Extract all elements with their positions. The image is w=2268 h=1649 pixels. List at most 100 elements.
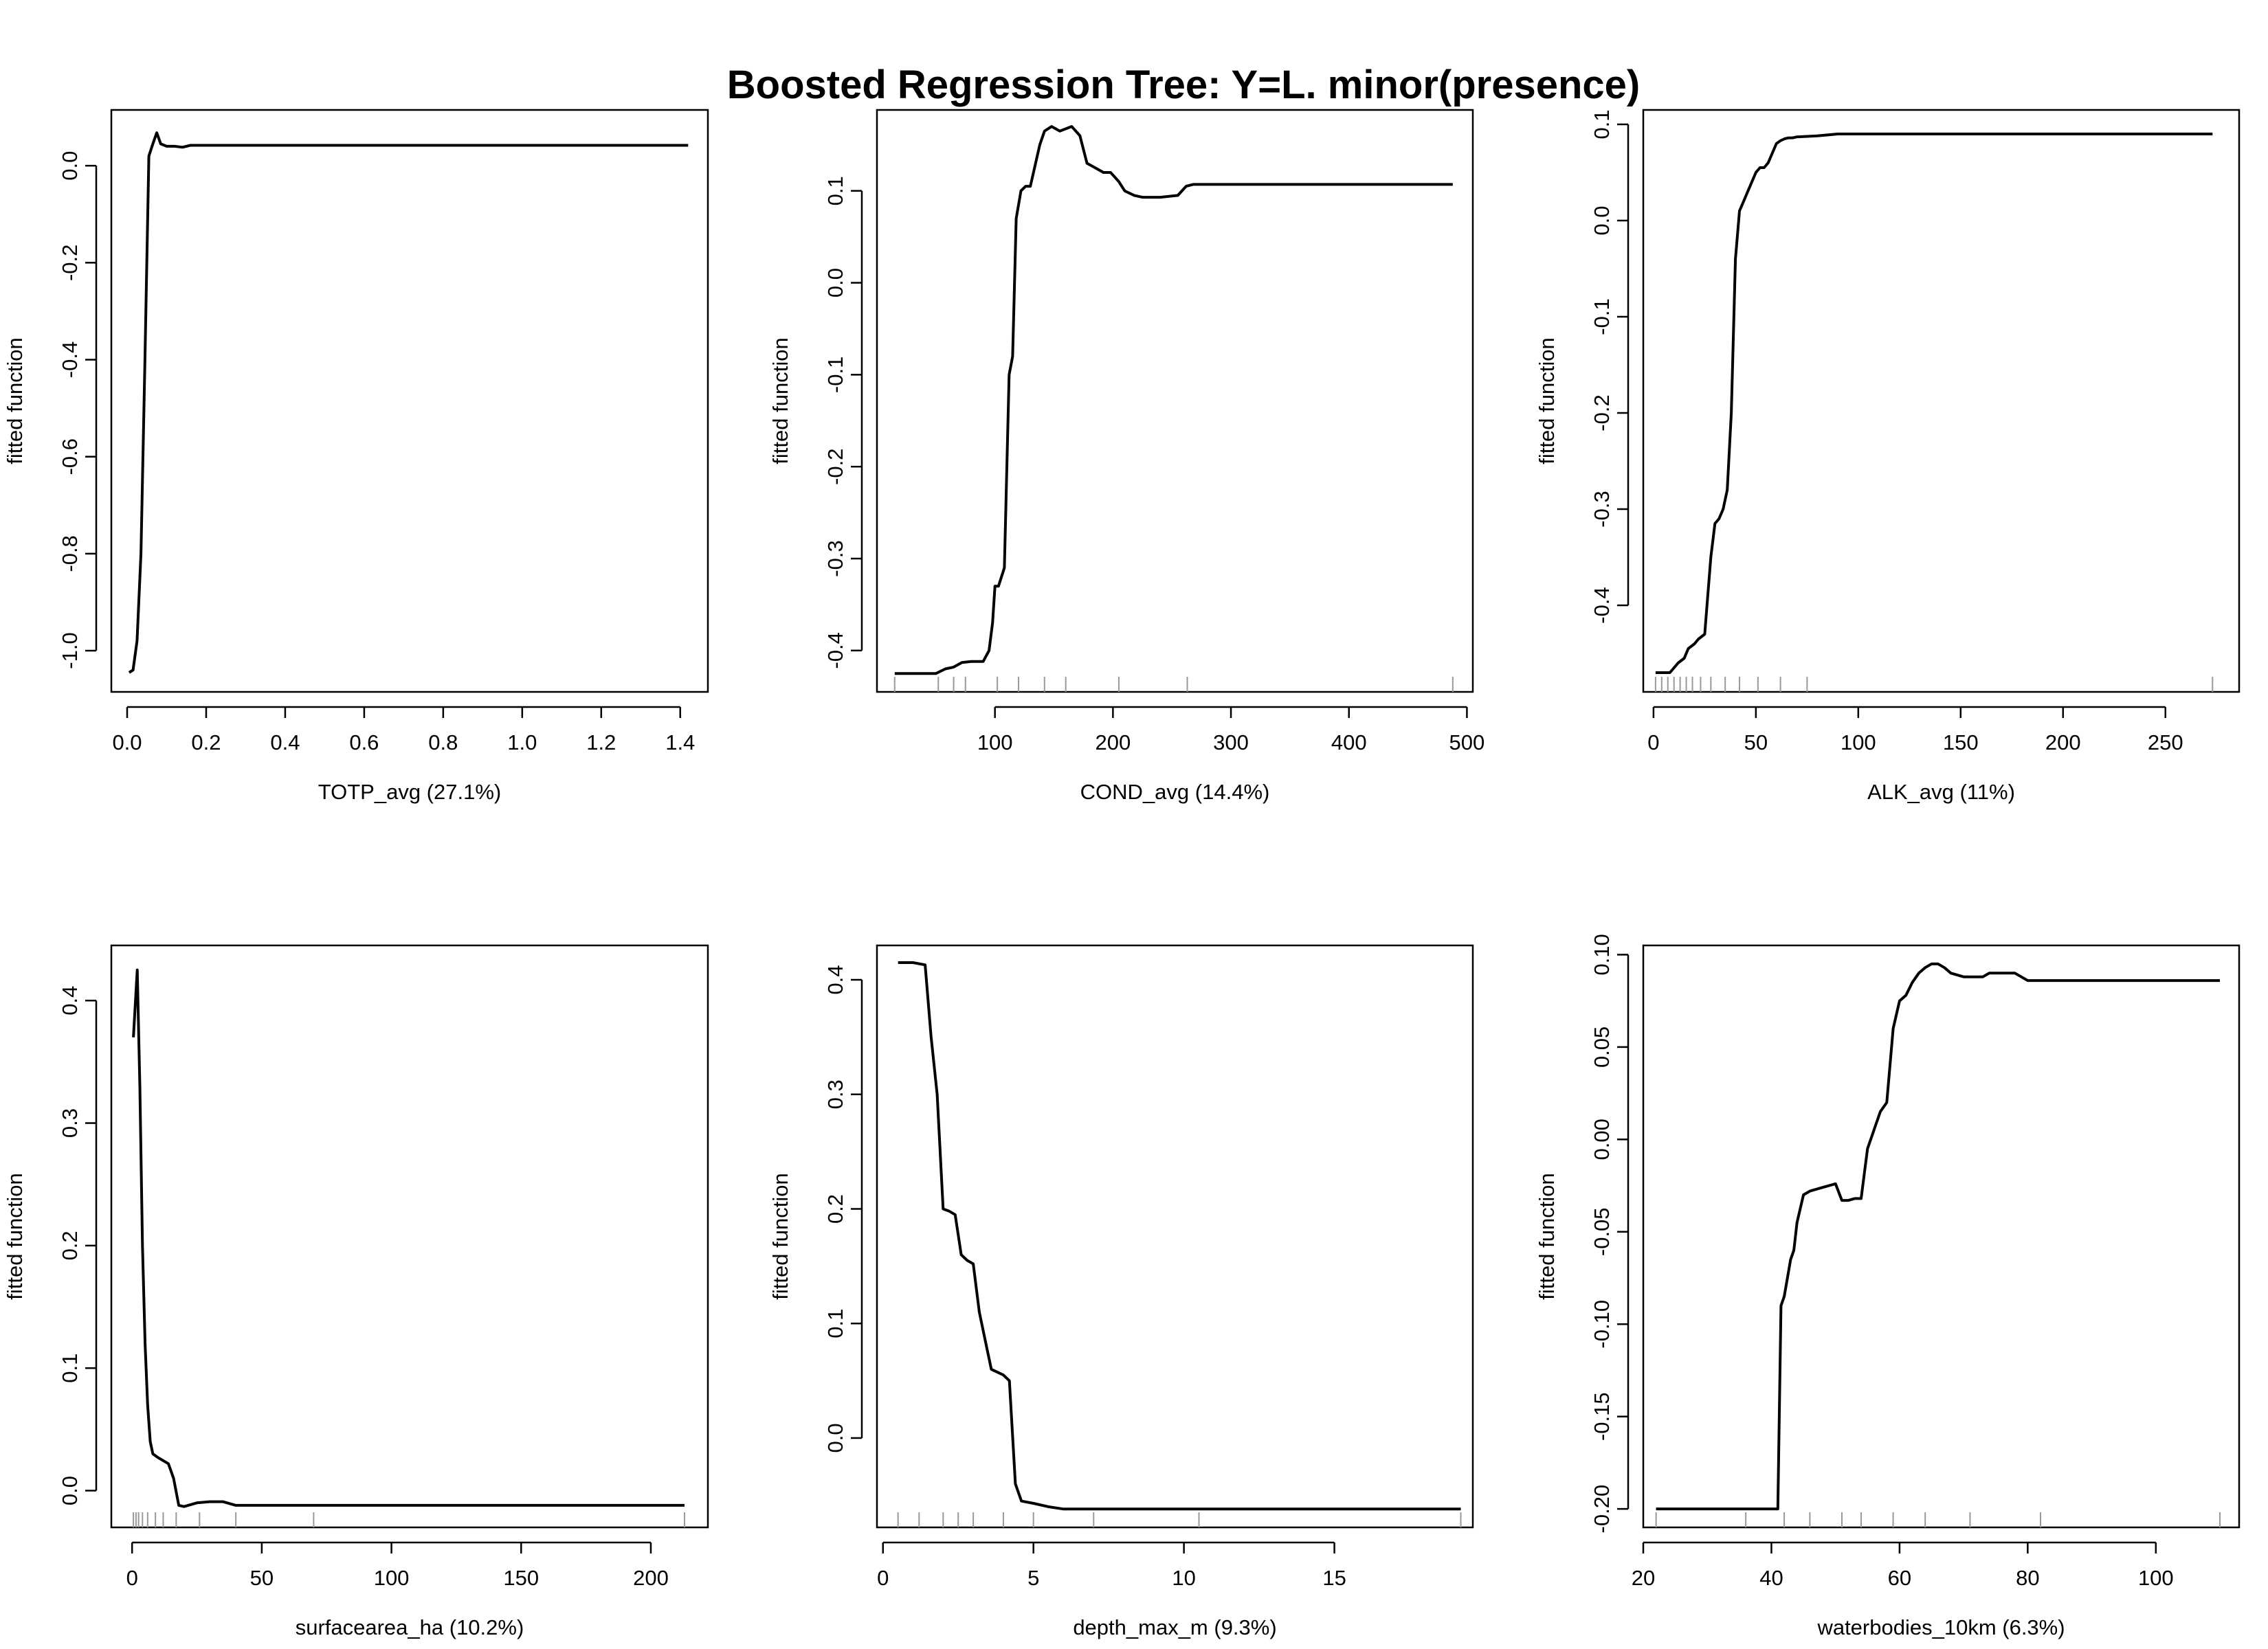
- y-tick-label: -1.0: [58, 632, 82, 669]
- x-axis-title: TOTP_avg (27.1%): [318, 780, 501, 804]
- y-tick-label: -0.8: [58, 535, 82, 572]
- y-tick-label: -0.4: [58, 341, 82, 378]
- y-tick-label: 0.0: [823, 268, 847, 298]
- x-tick-label: 300: [1213, 730, 1249, 754]
- y-tick-label: -0.2: [58, 245, 82, 281]
- y-tick-label: 0.1: [58, 1354, 82, 1383]
- x-tick-label: 1.2: [586, 730, 616, 754]
- y-tick-label: -0.6: [58, 438, 82, 475]
- x-axis-title: ALK_avg (11%): [1867, 780, 2015, 804]
- fitted-function-line: [894, 125, 1453, 675]
- plot-frame: [1642, 109, 2241, 693]
- x-tick-label: 200: [633, 1566, 669, 1590]
- x-tick-label: 250: [2148, 730, 2183, 754]
- x-tick-label: 1.4: [665, 730, 695, 754]
- y-tick-label: 0.00: [1590, 1119, 1614, 1160]
- x-axis-title: depth_max_m (9.3%): [1073, 1615, 1276, 1639]
- y-tick-label: -0.4: [1590, 587, 1614, 623]
- x-tick-label: 0: [1647, 730, 1659, 754]
- y-tick-label: -0.1: [823, 357, 847, 393]
- x-tick-label: 100: [977, 730, 1013, 754]
- y-tick-label: -0.2: [1590, 394, 1614, 431]
- x-tick-label: 150: [503, 1566, 539, 1590]
- page-title: Boosted Regression Tree: Y=L. minor(pres…: [727, 63, 1640, 107]
- y-tick-label: 0.0: [1590, 205, 1614, 235]
- x-tick-label: 0: [877, 1566, 889, 1590]
- x-tick-label: 150: [1943, 730, 1979, 754]
- y-tick-label: 0.3: [58, 1108, 82, 1138]
- y-tick-label: -0.3: [823, 540, 847, 576]
- y-axis-title: fitted function: [3, 1173, 27, 1299]
- x-tick-label: 0.2: [191, 730, 221, 754]
- plot-frame: [876, 944, 1474, 1529]
- y-tick-label: 0.2: [58, 1231, 82, 1260]
- panel-depth-max-m: 0 5 10 15 0.0 0.1 0.2 0.3 0.4 depth_max_m (9.3%) f…: [768, 944, 1474, 1639]
- y-axis-title: fitted function: [1535, 337, 1559, 464]
- x-tick-label: 50: [250, 1566, 274, 1590]
- x-tick-label: 200: [2045, 730, 2081, 754]
- plot-frame: [1642, 944, 2241, 1529]
- y-tick-label: -0.4: [823, 632, 847, 669]
- y-tick-label: -0.1: [1590, 298, 1614, 335]
- x-tick-label: 0.8: [428, 730, 458, 754]
- y-axis-title: fitted function: [1535, 1173, 1559, 1299]
- x-tick-label: 50: [1744, 730, 1768, 754]
- x-tick-label: 0.0: [112, 730, 142, 754]
- x-tick-label: 20: [1632, 1566, 1655, 1590]
- y-tick-label: 0.2: [823, 1194, 847, 1224]
- y-tick-label: -0.3: [1590, 491, 1614, 527]
- y-axis-title: fitted function: [768, 1173, 792, 1299]
- x-tick-label: 200: [1095, 730, 1131, 754]
- y-tick-label: 0.4: [823, 965, 847, 994]
- panel-surfacearea-ha: 0 50 100 150 200 0.0 0.1 0.2 0.3 0.4 surfacearea_h…: [3, 944, 709, 1639]
- y-tick-label: -0.10: [1590, 1300, 1614, 1349]
- plot-frame: [110, 109, 709, 693]
- y-tick-label: 0.0: [58, 151, 82, 181]
- y-tick-label: 0.10: [1590, 934, 1614, 975]
- y-tick-label: 0.05: [1590, 1027, 1614, 1068]
- x-tick-label: 100: [374, 1566, 410, 1590]
- y-tick-label: -0.2: [823, 448, 847, 484]
- x-tick-label: 80: [2016, 1566, 2039, 1590]
- x-axis-title: surfacearea_ha (10.2%): [296, 1615, 524, 1639]
- plot-frame: [876, 109, 1474, 693]
- x-tick-label: 0: [126, 1566, 138, 1590]
- x-tick-label: 100: [2138, 1566, 2174, 1590]
- x-tick-label: 60: [1888, 1566, 1911, 1590]
- panel-waterbodies-10km: 20 40 60 80 100 -0.20 -0.15 -0.10 -0.05 0.00 0.05 0…: [1535, 934, 2241, 1639]
- y-tick-label: -0.15: [1590, 1392, 1614, 1441]
- y-tick-label: 0.3: [823, 1079, 847, 1109]
- x-tick-label: 100: [1841, 730, 1876, 754]
- y-axis-title: fitted function: [768, 337, 792, 464]
- y-axis-title: fitted function: [3, 337, 27, 464]
- x-tick-label: 40: [1759, 1566, 1783, 1590]
- y-tick-label: -0.20: [1590, 1485, 1614, 1534]
- x-tick-label: 15: [1322, 1566, 1346, 1590]
- x-tick-label: 0.6: [349, 730, 379, 754]
- panel-totp-avg: 0.0 0.2 0.4 0.6 0.8 1.0 1.2 1.4 -1.0 -0.8 -0.6 -0.4…: [3, 109, 709, 804]
- x-tick-label: 10: [1172, 1566, 1195, 1590]
- fitted-function-line: [128, 131, 689, 674]
- y-tick-label: 0.4: [58, 986, 82, 1016]
- x-tick-label: 400: [1331, 730, 1367, 754]
- panel-alk-avg: 0 50 100 150 200 250 -0.4 -0.3 -0.2 -0.1 0.0 0.1 ALK…: [1535, 109, 2241, 804]
- x-tick-label: 1.0: [507, 730, 537, 754]
- y-tick-label: -0.05: [1590, 1207, 1614, 1256]
- x-axis-title: COND_avg (14.4%): [1080, 780, 1270, 804]
- x-axis-title: waterbodies_10km (6.3%): [1816, 1615, 2065, 1639]
- y-tick-label: 0.1: [1590, 109, 1614, 139]
- plot-frame: [110, 944, 709, 1529]
- panel-cond-avg: 100 200 300 400 500 -0.4 -0.3 -0.2 -0.1 0.0 0.1 CON…: [768, 109, 1485, 804]
- fitted-function-line: [898, 961, 1461, 1511]
- y-tick-label: 0.1: [823, 176, 847, 205]
- y-tick-label: 0.1: [823, 1309, 847, 1338]
- fitted-function-line: [1656, 962, 2220, 1511]
- y-tick-label: 0.0: [58, 1476, 82, 1505]
- x-tick-label: 0.4: [270, 730, 300, 754]
- x-tick-label: 500: [1449, 730, 1485, 754]
- x-tick-label: 5: [1027, 1566, 1039, 1590]
- y-tick-label: 0.0: [823, 1423, 847, 1452]
- fitted-function-line: [1655, 133, 2213, 674]
- fitted-function-line: [132, 968, 685, 1508]
